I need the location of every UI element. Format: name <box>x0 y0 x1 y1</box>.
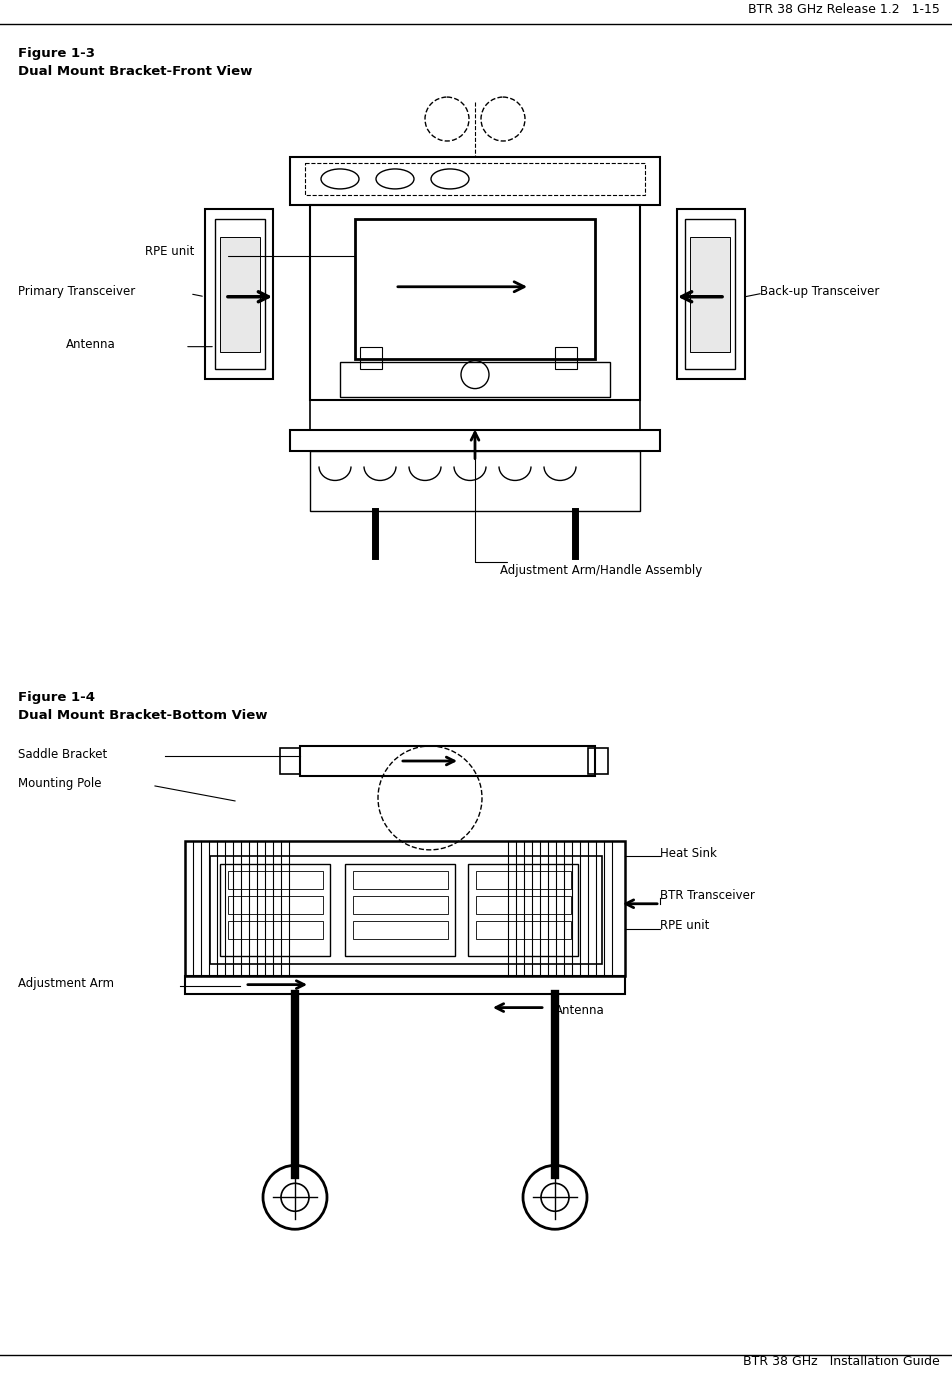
Text: Figure 1-4: Figure 1-4 <box>18 691 95 705</box>
Text: Back-up Transceiver: Back-up Transceiver <box>760 285 880 298</box>
Bar <box>220 237 260 352</box>
Bar <box>353 921 448 939</box>
Bar <box>300 746 595 776</box>
Bar <box>280 747 300 774</box>
Bar <box>185 976 625 994</box>
Bar <box>310 400 640 429</box>
Text: BTR 38 GHz   Installation Guide: BTR 38 GHz Installation Guide <box>744 1356 940 1368</box>
Bar <box>476 921 571 939</box>
Bar <box>340 361 610 397</box>
Text: Primary Transceiver: Primary Transceiver <box>18 285 135 298</box>
Bar <box>310 451 640 512</box>
Bar <box>360 346 382 368</box>
Bar <box>677 208 745 379</box>
Text: Dual Mount Bracket-Bottom View: Dual Mount Bracket-Bottom View <box>18 709 268 723</box>
Text: RPE unit: RPE unit <box>660 920 709 932</box>
Bar <box>185 841 625 976</box>
Text: Antenna: Antenna <box>555 1004 605 1018</box>
Bar <box>685 219 735 368</box>
Bar <box>345 863 455 956</box>
Bar <box>476 896 571 914</box>
Text: Heat Sink: Heat Sink <box>660 847 717 860</box>
Bar <box>353 896 448 914</box>
Text: Adjustment Arm: Adjustment Arm <box>18 978 114 990</box>
Bar <box>355 219 595 359</box>
Bar <box>468 863 578 956</box>
Text: Saddle Bracket: Saddle Bracket <box>18 747 108 760</box>
Bar <box>210 856 602 964</box>
Bar <box>290 157 660 205</box>
Bar <box>205 208 273 379</box>
Bar <box>476 870 571 889</box>
Text: BTR 38 GHz Release 1.2   1-15: BTR 38 GHz Release 1.2 1-15 <box>748 3 940 17</box>
Text: Dual Mount Bracket-Front View: Dual Mount Bracket-Front View <box>18 65 252 79</box>
Bar <box>220 863 330 956</box>
Text: Antenna: Antenna <box>66 338 116 352</box>
Text: Figure 1-3: Figure 1-3 <box>18 47 95 61</box>
Text: BTR Transceiver: BTR Transceiver <box>660 889 755 902</box>
Bar <box>228 870 323 889</box>
Bar <box>588 747 608 774</box>
Bar <box>310 205 640 400</box>
Bar <box>215 219 265 368</box>
Text: RPE unit: RPE unit <box>145 245 194 258</box>
Bar <box>228 921 323 939</box>
Bar <box>228 896 323 914</box>
Bar <box>690 237 730 352</box>
Bar <box>290 429 660 451</box>
Bar <box>555 346 577 368</box>
Text: Adjustment Arm/Handle Assembly: Adjustment Arm/Handle Assembly <box>500 564 703 578</box>
Bar <box>305 163 645 194</box>
Bar <box>353 870 448 889</box>
Text: Mounting Pole: Mounting Pole <box>18 778 102 790</box>
